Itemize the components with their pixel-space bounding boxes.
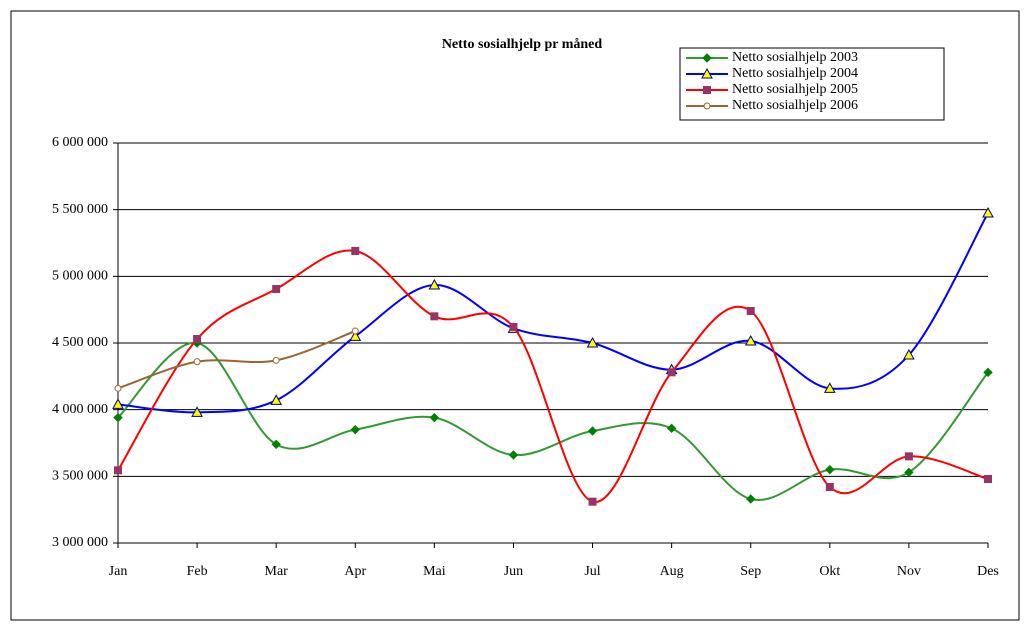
- x-tick-label: Aug: [660, 564, 684, 579]
- data-point: [350, 424, 360, 435]
- data-point: [984, 475, 992, 483]
- legend-marker: [703, 86, 711, 94]
- y-tick-label: 6 000 000: [52, 135, 108, 150]
- data-point: [746, 494, 756, 504]
- data-point: [272, 285, 281, 293]
- data-point: [193, 358, 201, 366]
- x-tick-label: Jan: [109, 564, 128, 579]
- data-point: [746, 307, 755, 315]
- data-point: [351, 327, 359, 335]
- data-point: [508, 450, 519, 460]
- data-point: [825, 483, 834, 491]
- chart-title: Netto sosialhjelp pr måned: [442, 37, 603, 52]
- x-tick-label: Nov: [897, 564, 921, 579]
- data-point: [825, 464, 835, 475]
- data-point: [509, 323, 518, 331]
- y-tick-label: 5 000 000: [52, 269, 108, 284]
- data-point: [666, 423, 677, 434]
- data-point: [351, 247, 360, 255]
- data-point: [744, 334, 757, 346]
- data-point: [587, 426, 598, 436]
- series-line: [117, 330, 356, 390]
- legend-marker: [701, 67, 713, 79]
- data-point: [586, 336, 599, 348]
- y-tick-label: 4 500 000: [52, 335, 108, 350]
- x-tick-label: Jul: [584, 564, 600, 579]
- data-point: [193, 335, 202, 343]
- legend-marker: [702, 53, 712, 63]
- data-point: [114, 384, 122, 392]
- legend-marker: [703, 102, 711, 110]
- data-point: [114, 466, 122, 475]
- data-point: [903, 348, 915, 360]
- legend-box: [679, 47, 945, 121]
- data-point: [983, 367, 993, 378]
- x-tick-label: Okt: [819, 564, 840, 579]
- data-point: [429, 412, 440, 423]
- x-tick-label: Sep: [740, 564, 761, 579]
- data-point: [904, 467, 914, 478]
- data-point: [588, 497, 597, 506]
- y-tick-label: 3 000 000: [52, 535, 108, 550]
- data-point: [270, 394, 283, 405]
- legend-label: Netto sosialhjelp 2004: [732, 66, 858, 81]
- data-point: [271, 439, 281, 450]
- y-tick-label: 3 500 000: [52, 469, 108, 484]
- data-point: [112, 398, 124, 409]
- x-tick-label: Mar: [265, 564, 289, 579]
- x-tick-label: Mai: [423, 564, 446, 579]
- data-point: [272, 356, 280, 364]
- series-line: [117, 341, 989, 501]
- x-tick-label: Des: [977, 564, 999, 579]
- x-tick-label: Feb: [187, 564, 208, 579]
- y-tick-label: 5 500 000: [52, 202, 108, 217]
- x-tick-label: Apr: [344, 564, 366, 579]
- legend-label: Netto sosialhjelp 2005: [732, 82, 858, 97]
- data-point: [904, 452, 913, 461]
- y-tick-label: 4 000 000: [52, 402, 108, 417]
- data-point: [191, 406, 203, 417]
- data-point: [349, 330, 362, 341]
- data-point: [823, 382, 836, 393]
- legend-label: Netto sosialhjelp 2006: [732, 98, 858, 113]
- x-tick-label: Jun: [504, 564, 523, 579]
- data-point: [982, 206, 994, 218]
- data-point: [428, 278, 441, 290]
- legend-label: Netto sosialhjelp 2003: [732, 50, 858, 65]
- data-point: [667, 368, 676, 377]
- data-point: [113, 412, 123, 423]
- data-point: [430, 312, 439, 321]
